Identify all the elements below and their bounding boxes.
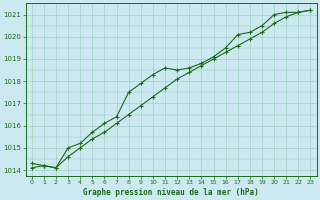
X-axis label: Graphe pression niveau de la mer (hPa): Graphe pression niveau de la mer (hPa) — [83, 188, 259, 197]
